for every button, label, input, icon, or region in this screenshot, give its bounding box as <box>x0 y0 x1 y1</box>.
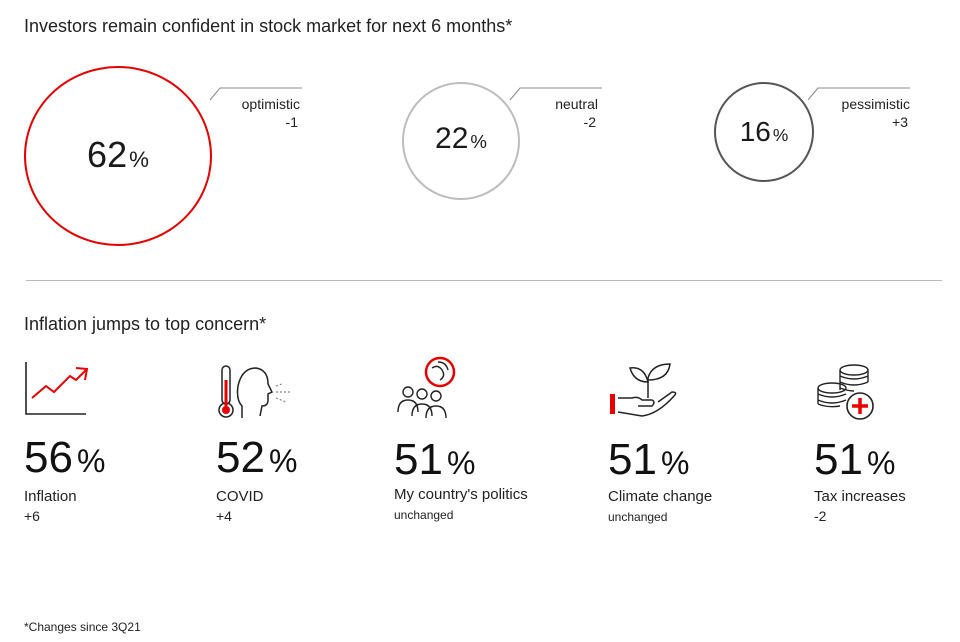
neutral-label: neutral <box>555 96 598 112</box>
concerns-title: Inflation jumps to top concern* <box>24 314 267 334</box>
plant-hand-icon <box>610 363 677 417</box>
rising-chart-icon <box>25 362 89 415</box>
concern-label-tax: Tax increases <box>814 488 906 505</box>
pessimistic-change: +3 <box>892 114 908 130</box>
sentiment-title: Investors remain confident in stock mark… <box>24 16 513 36</box>
people-globe-icon <box>397 356 456 419</box>
pessimistic-circle: 16% <box>714 82 814 182</box>
concern-label-inflation: Inflation <box>24 488 77 505</box>
coins-plus-icon <box>817 364 874 420</box>
concern-item-politics: 51% My country's politics unchanged <box>394 354 584 530</box>
concern-item-tax: 51% Tax increases -2 <box>814 360 960 530</box>
concern-value-politics: 51% <box>394 435 476 484</box>
pessimistic-value: 16% <box>739 116 789 147</box>
optimistic-value: 62% <box>87 134 149 175</box>
concern-change-tax: -2 <box>814 508 827 524</box>
concern-value-inflation: 56% <box>24 433 106 482</box>
neutral-change: -2 <box>583 114 596 130</box>
concern-change-politics: unchanged <box>394 508 454 522</box>
neutral-value: 22% <box>435 122 487 155</box>
concern-value-tax: 51% <box>814 435 896 484</box>
neutral-callout-line <box>509 87 602 101</box>
optimistic-circle: 62% <box>24 66 212 246</box>
concern-item-inflation: 56% Inflation +6 <box>24 360 214 530</box>
concern-change-covid: +4 <box>216 508 232 524</box>
neutral-circle: 22% <box>402 82 520 200</box>
optimistic-callout-line <box>209 87 302 101</box>
concern-label-climate: Climate change <box>608 488 713 505</box>
thermometer-face-icon <box>218 365 290 418</box>
concern-value-climate: 51% <box>608 435 690 484</box>
pessimistic-label: pessimistic <box>841 96 910 112</box>
concern-change-inflation: +6 <box>24 508 40 524</box>
concern-item-climate: 51% Climate change unchanged <box>608 360 798 530</box>
concern-label-covid: COVID <box>216 488 264 505</box>
optimistic-label: optimistic <box>241 96 300 112</box>
concern-value-covid: 52% <box>216 433 298 482</box>
concern-label-politics: My country's politics <box>394 486 528 503</box>
section-divider <box>26 280 942 281</box>
footnote: *Changes since 3Q21 <box>24 620 141 634</box>
concern-change-climate: unchanged <box>608 510 668 524</box>
concern-item-covid: 52% COVID +4 <box>216 360 406 530</box>
optimistic-change: -1 <box>285 114 298 130</box>
pessimistic-callout-line <box>807 87 910 101</box>
